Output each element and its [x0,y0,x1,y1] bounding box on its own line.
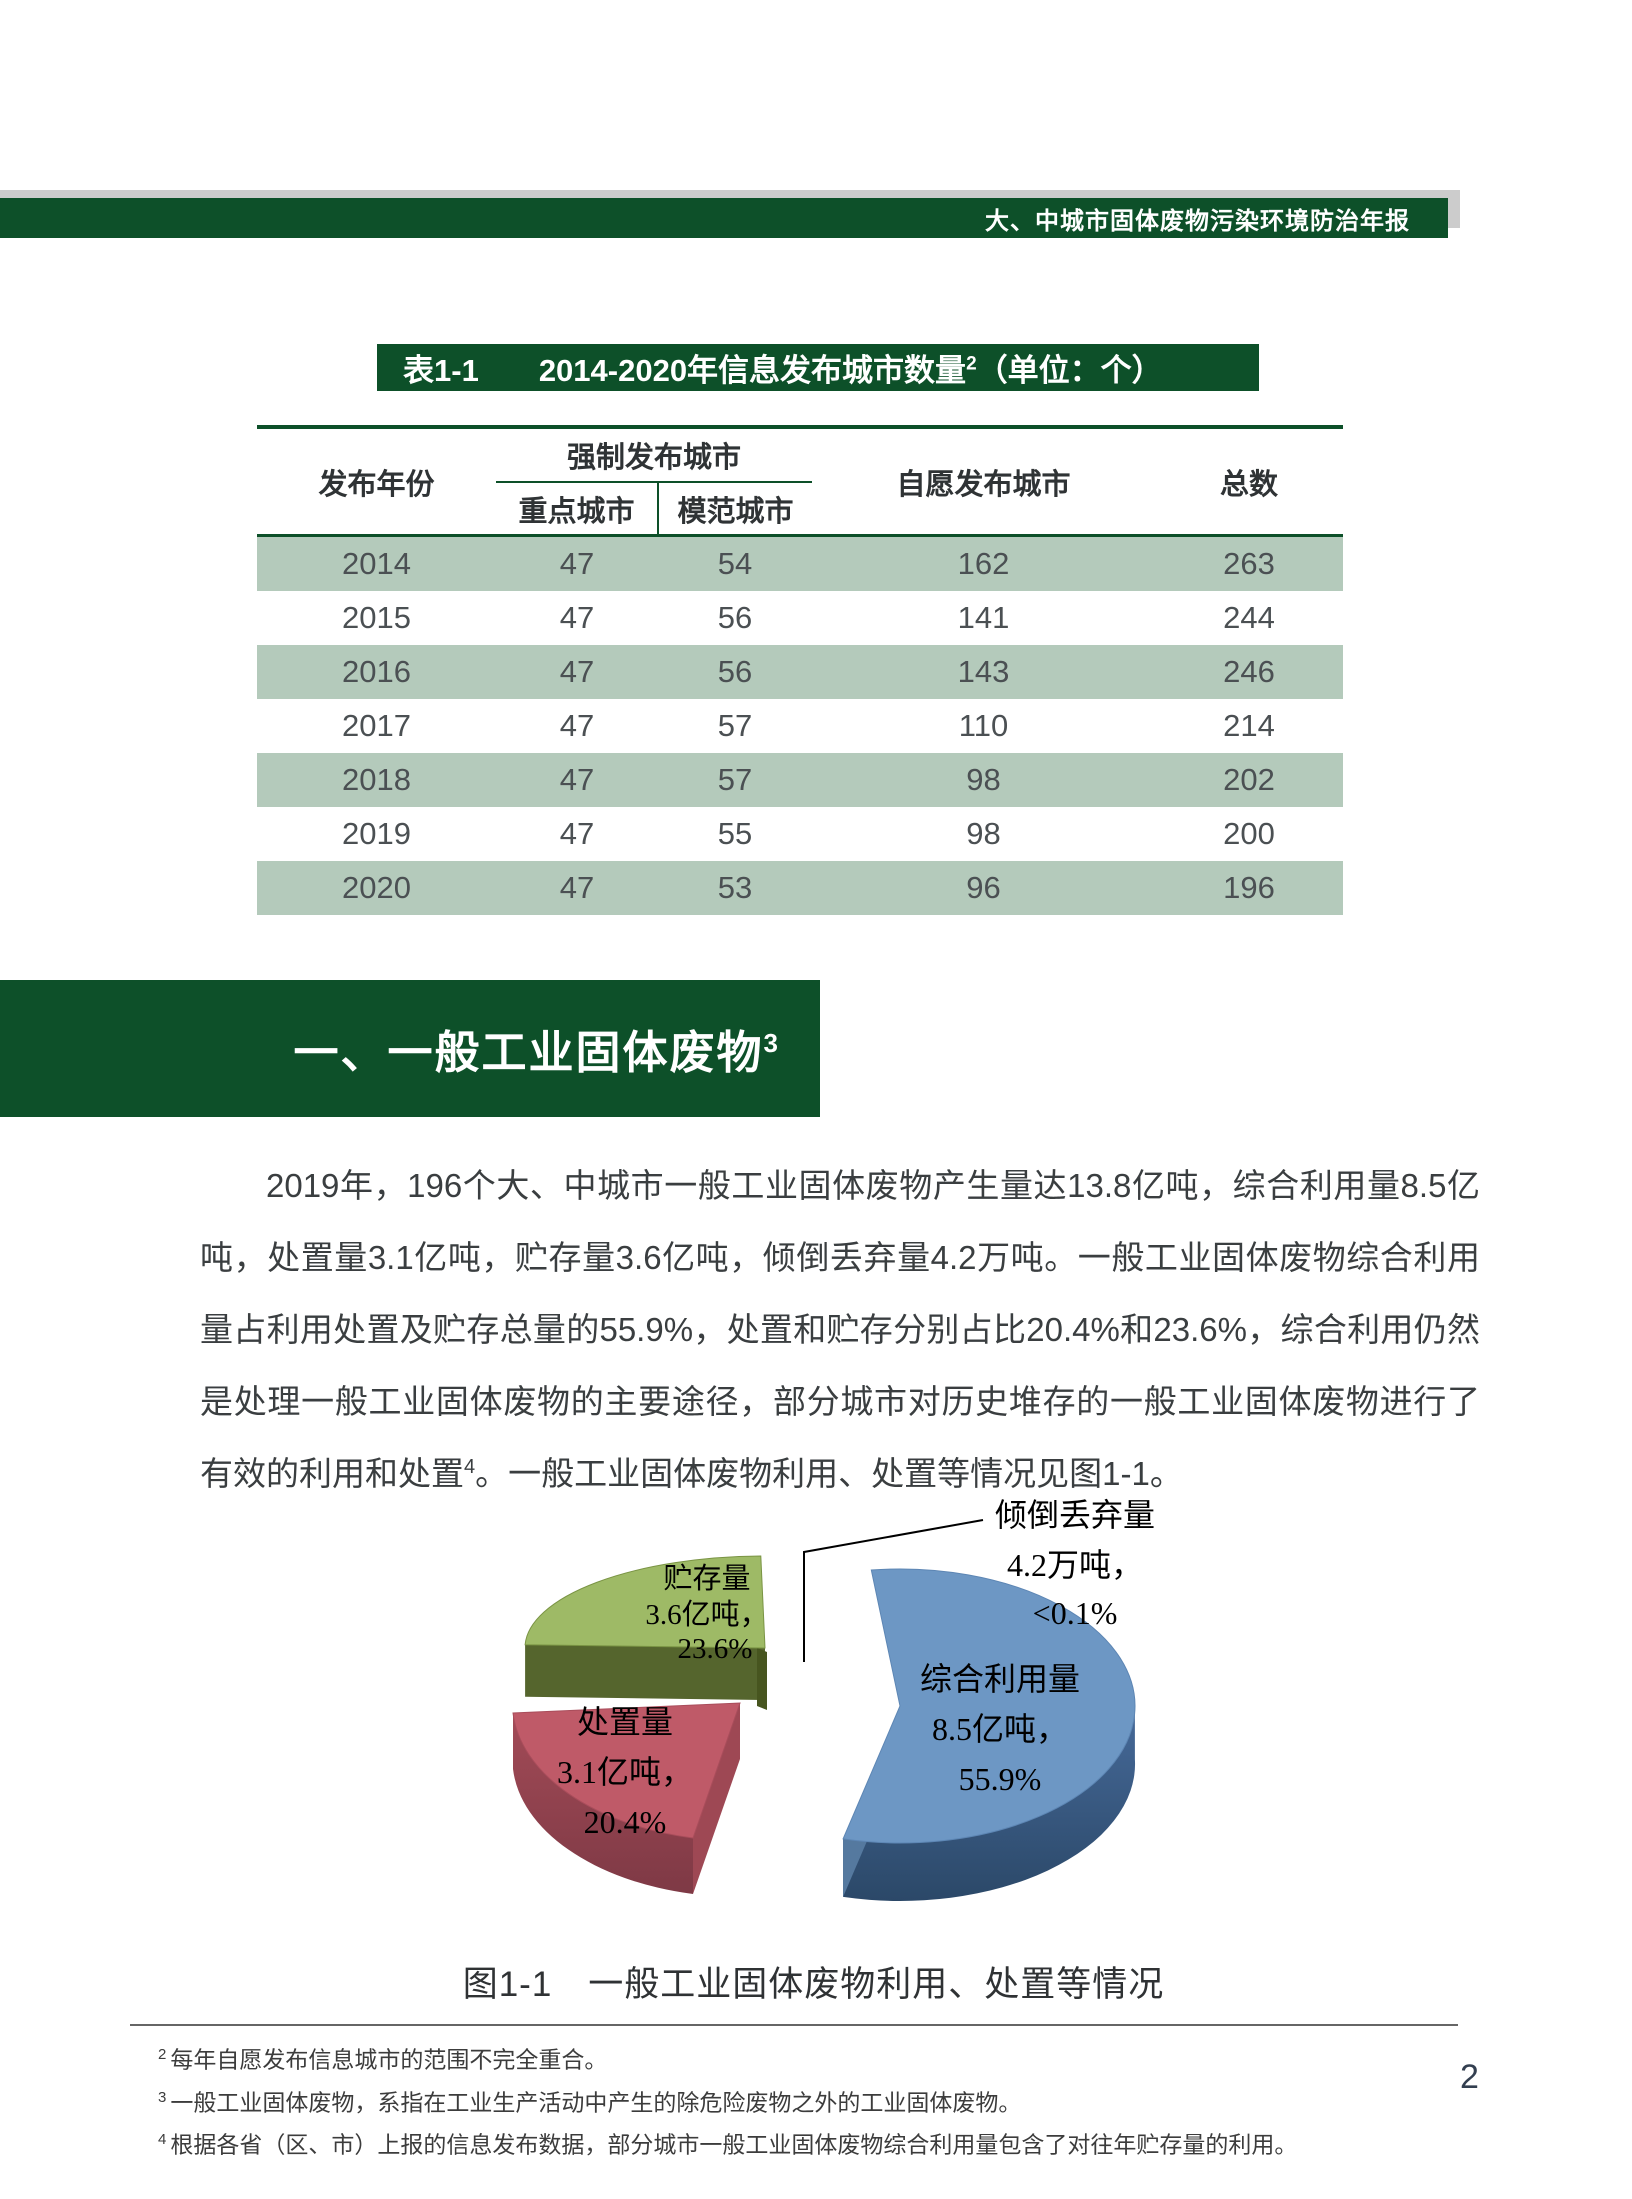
svg-text:3.6亿吨，: 3.6亿吨， [645,1598,768,1631]
table-title-bar: 表1-1 2014-2020年信息发布城市数量2（单位：个） [377,344,1259,391]
pie-slice-disposal-cut [693,1703,740,1894]
pie-label-dump: 倾倒丢弃量 4.2万吨， <0.1% [995,1497,1155,1631]
table-number: 表1-1 [403,353,479,388]
footnote-3: 3 一般工业固体废物，系指在工业生产活动中产生的除危险废物之外的工业固体废物。 [158,2088,1022,2116]
pie-chart-figure: 倾倒丢弃量 4.2万吨， <0.1% 贮存量 3.6亿吨， 23.6% 综合利用… [360,1468,1280,1948]
svg-text:20.4%: 20.4% [584,1804,667,1840]
col-header-voluntary: 自愿发布城市 [896,468,1071,501]
section-heading-bar: 一、一般工业固体废物3 [0,980,820,1117]
figure-caption: 图1-1 一般工业固体废物利用、处置等情况 [462,1965,1165,2004]
pie-slice-disposal-top [512,1702,741,1839]
pie-leader-line [803,1519,984,1662]
svg-text:8.5亿吨，: 8.5亿吨， [932,1711,1068,1747]
table-title-footnote-ref: 2 [966,353,977,375]
col-header-mandatory: 强制发布城市 [496,427,813,483]
col-header-year: 发布年份 [318,468,435,501]
pie-slice-utilization [842,1568,1136,1901]
city-count-table: 发布年份 强制发布城市 自愿发布城市 总数 重点城市 模范城市 2014 47 54… [257,425,1344,915]
svg-text:55.9%: 55.9% [959,1761,1042,1797]
footnote-divider [130,2024,1458,2026]
pie-slice-storage [524,1555,767,1710]
pie-slice-utilization-side [843,1701,1136,1901]
table-row: 2019 47 55 98 200 [342,816,1275,851]
paragraph-footnote-ref: 4 [464,1456,476,1478]
footnote-2: 2 每年自愿发布信息城市的范围不完全重合。 [158,2046,608,2073]
pie-slice-disposal-side [513,1713,693,1894]
table-row: 2017 47 57 110 214 [342,708,1275,743]
pie-slice-disposal [512,1702,741,1894]
page-header-title: 大、中城市固体废物污染环境防治年报 [985,207,1410,235]
body-paragraph: 2019年，196个大、中城市一般工业固体废物产生量达13.8亿吨，综合利用量8… [200,1167,1480,1492]
col-header-total: 总数 [1220,468,1279,501]
pie-labels: 倾倒丢弃量 4.2万吨， <0.1% 贮存量 3.6亿吨， 23.6% 综合利用… [557,1497,1155,1840]
col-header-model-city: 模范城市 [677,495,794,528]
pie-label-storage: 贮存量 3.6亿吨， 23.6% [645,1562,768,1665]
table-row: 2014 47 54 162 263 [257,535,1344,591]
svg-text:3.1亿吨，: 3.1亿吨， [557,1754,693,1790]
svg-text:处置量: 处置量 [577,1704,673,1740]
svg-text:综合利用量: 综合利用量 [920,1661,1080,1697]
page-number: 2 [1460,2058,1479,2096]
pie-slice-storage-side [525,1644,765,1700]
pie-slice-storage-top [524,1555,766,1649]
col-header-key-city: 重点城市 [496,482,659,536]
svg-text:4.2万吨，: 4.2万吨， [1007,1547,1143,1583]
table-row: 2016 47 56 143 246 [257,645,1344,699]
pie-slice-utilization-top [842,1568,1136,1844]
footnote-4: 4 根据各省（区、市）上报的信息发布数据，部分城市一般工业固体废物综合利用量包含了… [158,2131,1298,2158]
svg-text:贮存量: 贮存量 [663,1562,750,1595]
section-title: 一、一般工业固体废物3 [293,1027,780,1078]
svg-text:倾倒丢弃量: 倾倒丢弃量 [995,1497,1155,1533]
pie-label-disposal: 处置量 3.1亿吨， 20.4% [557,1704,693,1840]
pie-label-utilization: 综合利用量 8.5亿吨， 55.9% [920,1661,1080,1797]
pie-chart-svg: 倾倒丢弃量 4.2万吨， <0.1% 贮存量 3.6亿吨， 23.6% 综合利用… [512,1497,1155,1901]
svg-text:<0.1%: <0.1% [1033,1595,1118,1631]
table-row: 2015 47 56 141 244 [342,600,1275,635]
page-header-bar: 大、中城市固体废物污染环境防治年报 [0,198,1448,238]
svg-text:23.6%: 23.6% [678,1633,753,1665]
table-row: 2020 47 53 96 196 [257,861,1344,915]
footnotes: 2 每年自愿发布信息城市的范围不完全重合。 3 一般工业固体废物，系指在工业生产活动… [158,2036,1297,2164]
table-title-text: 2014-2020年信息发布城市数量2（单位：个） [538,353,1163,388]
table-header: 发布年份 强制发布城市 自愿发布城市 总数 重点城市 模范城市 [257,427,1344,536]
section-footnote-ref: 3 [763,1028,780,1058]
pie-slice-storage-edge [757,1648,767,1710]
table-row: 2018 47 57 98 202 [257,753,1344,807]
